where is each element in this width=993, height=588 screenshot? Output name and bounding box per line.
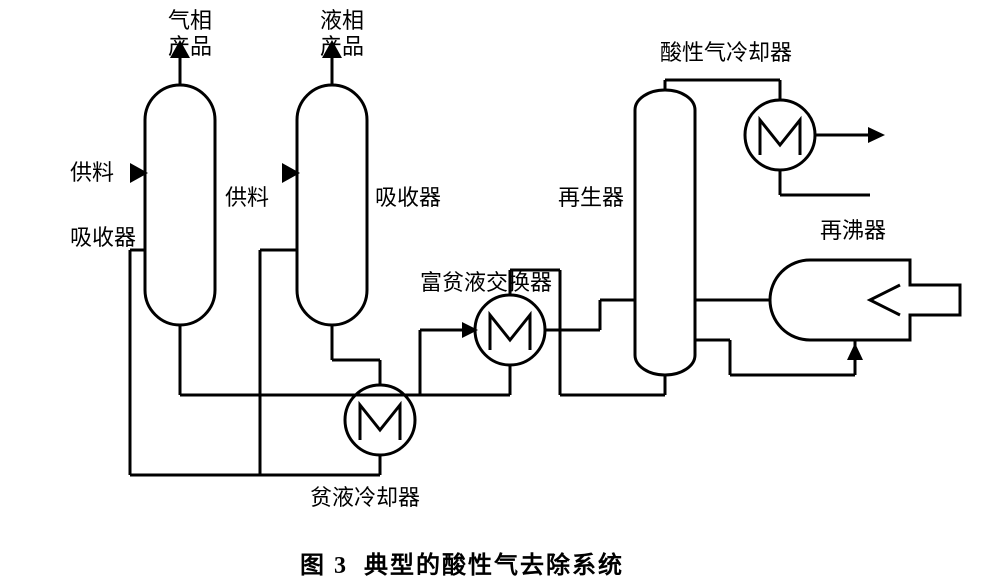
regenerator-label: 再生器 <box>558 185 624 211</box>
liquid-product-label: 液相 产品 <box>320 8 364 61</box>
arrow-into-exchanger <box>215 290 478 338</box>
regenerator-vessel <box>635 90 695 375</box>
reboiler-symbol <box>770 260 960 375</box>
feed-label-1: 供料 <box>70 160 114 186</box>
feed-label-2: 供料 <box>225 185 269 211</box>
absorber-label-1: 吸收器 <box>70 225 136 251</box>
lean-return-line <box>130 250 380 475</box>
absorber-label-2: 吸收器 <box>375 185 441 211</box>
lean-rich-exchanger-label: 富贫液交换器 <box>420 270 552 296</box>
lean-cooler-label: 贫液冷却器 <box>310 485 420 511</box>
figure-caption: 图 3 典型的酸性气去除系统 <box>300 545 624 580</box>
lean-cooler-symbol <box>345 360 415 475</box>
regenerator-to-reboiler <box>695 300 863 375</box>
absorber-1-vessel <box>145 85 215 325</box>
reboiler-label: 再沸器 <box>820 218 886 244</box>
absorber-2-vessel <box>297 85 367 325</box>
acid-gas-cooler-symbol <box>745 80 815 195</box>
rich-line-from-absorber2 <box>332 325 380 360</box>
gas-product-label: 气相 产品 <box>168 8 212 61</box>
acid-gas-cooler-label: 酸性气冷却器 <box>660 40 792 66</box>
